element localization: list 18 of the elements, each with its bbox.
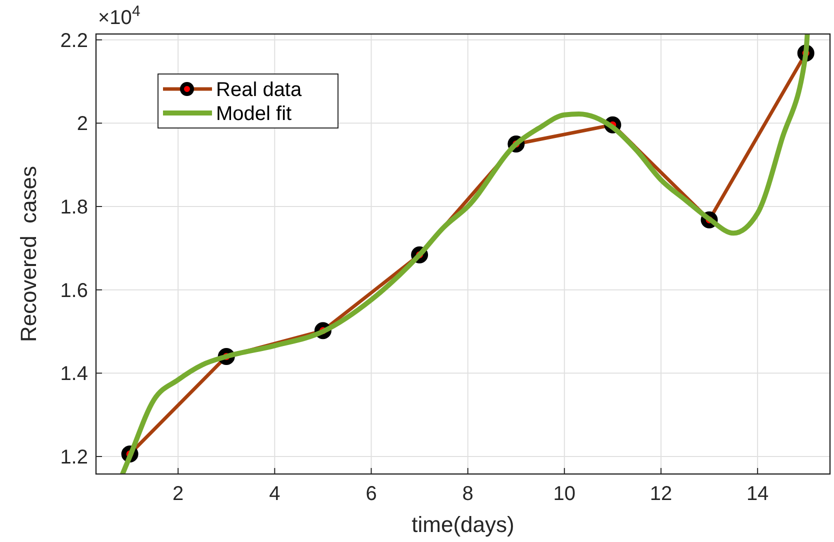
legend-label: Real data: [216, 79, 302, 101]
y-tick-label: 1.6: [60, 280, 88, 302]
y-tick-label: 1.8: [60, 196, 88, 218]
y-axis-title: Recovered cases: [16, 166, 41, 342]
x-tick-label: 8: [462, 483, 474, 505]
legend-label: Model fit: [216, 103, 292, 125]
y-tick-label: 1.4: [60, 363, 88, 386]
x-tick-label: 12: [650, 483, 672, 505]
x-tick-label: 10: [553, 483, 576, 505]
x-tick-label: 14: [746, 483, 769, 505]
x-tick-label: 2: [172, 483, 184, 505]
text: ×10$^{4}$: [98, 2, 140, 29]
y-tick-label: 2.2: [60, 30, 88, 52]
y-tick-label: 1.2: [60, 446, 88, 468]
x-axis-title: time(days): [412, 512, 514, 537]
x-tick-label: 6: [366, 483, 377, 505]
y-tick-label: 2: [76, 113, 88, 136]
x-tick-label: 4: [269, 483, 280, 505]
